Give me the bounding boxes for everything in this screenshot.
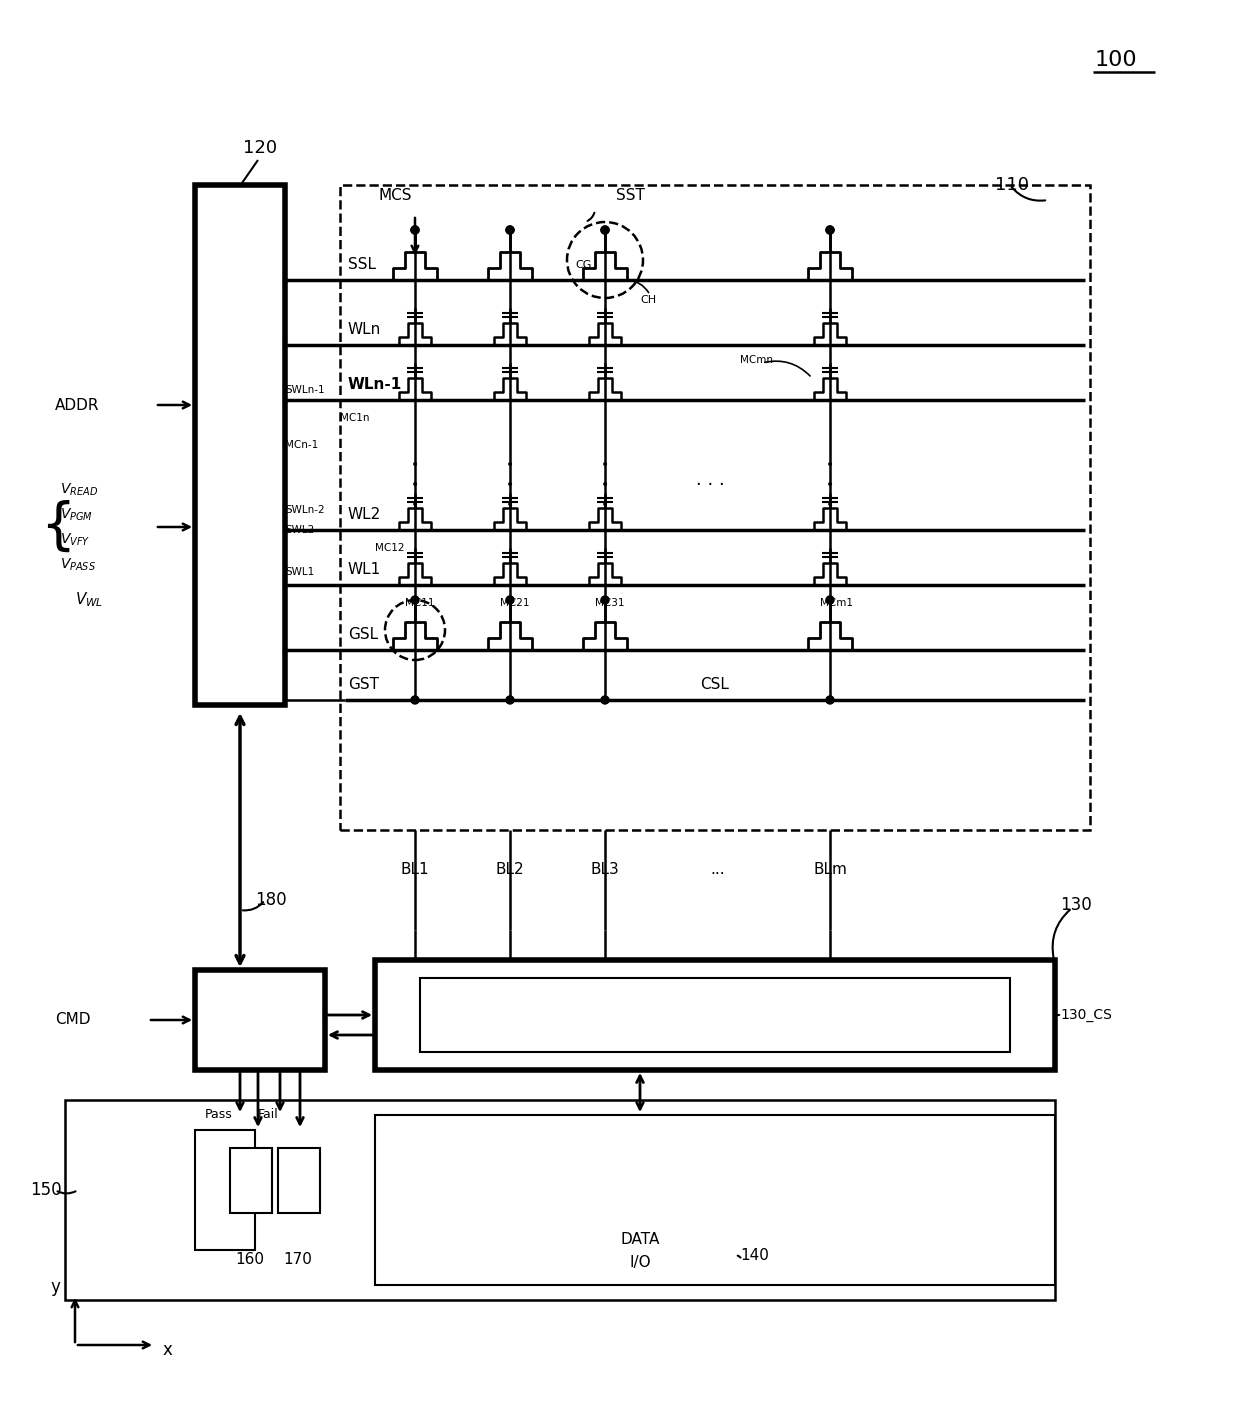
- Bar: [195, 970, 325, 1071]
- Text: $V_{PGM}$: $V_{PGM}$: [60, 506, 93, 523]
- Bar: [420, 978, 1011, 1052]
- Text: CSL: CSL: [701, 676, 729, 692]
- Circle shape: [410, 225, 419, 234]
- Text: •: •: [826, 498, 835, 512]
- Text: 160: 160: [236, 1252, 264, 1268]
- Text: •: •: [410, 478, 419, 492]
- Circle shape: [601, 225, 609, 234]
- Text: 150: 150: [30, 1181, 62, 1200]
- Text: MC21: MC21: [500, 598, 529, 608]
- Text: DATA: DATA: [620, 1232, 660, 1248]
- Text: •: •: [601, 478, 609, 492]
- Text: BLm: BLm: [813, 862, 847, 878]
- Text: •: •: [601, 458, 609, 472]
- Text: SST: SST: [615, 187, 645, 203]
- Text: 130: 130: [1060, 896, 1091, 915]
- Text: $V_{WL}$: $V_{WL}$: [74, 591, 103, 610]
- Text: ...: ...: [711, 862, 725, 878]
- Text: BL3: BL3: [590, 862, 619, 878]
- Circle shape: [601, 596, 609, 604]
- Text: y: y: [50, 1278, 60, 1296]
- Bar: [195, 184, 285, 705]
- Circle shape: [826, 596, 835, 604]
- Text: 100: 100: [1095, 50, 1137, 69]
- Text: 140: 140: [740, 1248, 769, 1262]
- Text: SWLn-2: SWLn-2: [285, 505, 325, 515]
- Circle shape: [410, 225, 419, 234]
- Text: Fail: Fail: [258, 1109, 279, 1122]
- Circle shape: [826, 696, 835, 703]
- Text: MC31: MC31: [595, 598, 625, 608]
- Text: $V_{VFY}$: $V_{VFY}$: [60, 532, 91, 549]
- Text: BL2: BL2: [496, 862, 525, 878]
- Bar: [195, 1130, 255, 1251]
- Text: 110: 110: [994, 176, 1029, 194]
- Text: MC11: MC11: [405, 598, 434, 608]
- Text: •: •: [826, 458, 835, 472]
- Text: WLn-1: WLn-1: [348, 377, 402, 391]
- Circle shape: [506, 225, 515, 234]
- Text: CH: CH: [640, 295, 656, 305]
- Circle shape: [826, 225, 835, 234]
- Text: SWL1: SWL1: [285, 567, 314, 577]
- Text: WL1: WL1: [348, 562, 381, 577]
- Text: SWL2: SWL2: [285, 525, 314, 535]
- Bar: [278, 1149, 320, 1212]
- Circle shape: [410, 596, 419, 604]
- Text: •: •: [826, 478, 835, 492]
- Text: MC1n: MC1n: [340, 413, 370, 423]
- Text: WL2: WL2: [348, 508, 381, 522]
- Text: •: •: [601, 498, 609, 512]
- Text: •: •: [506, 478, 515, 492]
- Text: $V_{READ}$: $V_{READ}$: [60, 482, 98, 498]
- Text: •: •: [506, 498, 515, 512]
- Text: ADDR: ADDR: [55, 397, 99, 413]
- Bar: [374, 1115, 1055, 1285]
- Text: GST: GST: [348, 676, 379, 692]
- Text: MCn-1: MCn-1: [285, 440, 319, 450]
- Circle shape: [601, 696, 609, 703]
- Text: 120: 120: [243, 139, 277, 157]
- Text: GSL: GSL: [348, 627, 378, 642]
- Circle shape: [410, 696, 419, 703]
- Text: $V_{PASS}$: $V_{PASS}$: [60, 557, 95, 573]
- Text: WLn: WLn: [348, 322, 381, 337]
- Text: SSL: SSL: [348, 257, 376, 272]
- Text: 180: 180: [255, 891, 286, 909]
- Text: CG: CG: [575, 259, 591, 269]
- Circle shape: [601, 225, 609, 234]
- Circle shape: [506, 696, 515, 703]
- Circle shape: [826, 225, 835, 234]
- Text: Pass: Pass: [205, 1109, 233, 1122]
- Bar: [229, 1149, 272, 1212]
- Circle shape: [506, 225, 515, 234]
- Text: MCm1: MCm1: [820, 598, 853, 608]
- Text: . . .: . . .: [696, 471, 724, 489]
- Text: CMD: CMD: [55, 1012, 91, 1028]
- Bar: [340, 184, 1090, 830]
- Text: x: x: [162, 1341, 172, 1358]
- Text: MCS: MCS: [378, 187, 412, 203]
- Text: I/O: I/O: [629, 1255, 651, 1271]
- Text: •: •: [506, 458, 515, 472]
- Text: •: •: [410, 458, 419, 472]
- Text: MCmn: MCmn: [740, 354, 773, 364]
- Bar: [374, 960, 1055, 1071]
- Text: MC12: MC12: [374, 543, 404, 553]
- Text: BL1: BL1: [401, 862, 429, 878]
- Bar: [64, 1100, 1055, 1300]
- Text: •: •: [410, 498, 419, 512]
- Circle shape: [506, 596, 515, 604]
- Text: SWLn-1: SWLn-1: [285, 386, 325, 396]
- Text: 170: 170: [284, 1252, 312, 1268]
- Text: 130_CS: 130_CS: [1060, 1008, 1112, 1022]
- Text: {: {: [40, 501, 76, 554]
